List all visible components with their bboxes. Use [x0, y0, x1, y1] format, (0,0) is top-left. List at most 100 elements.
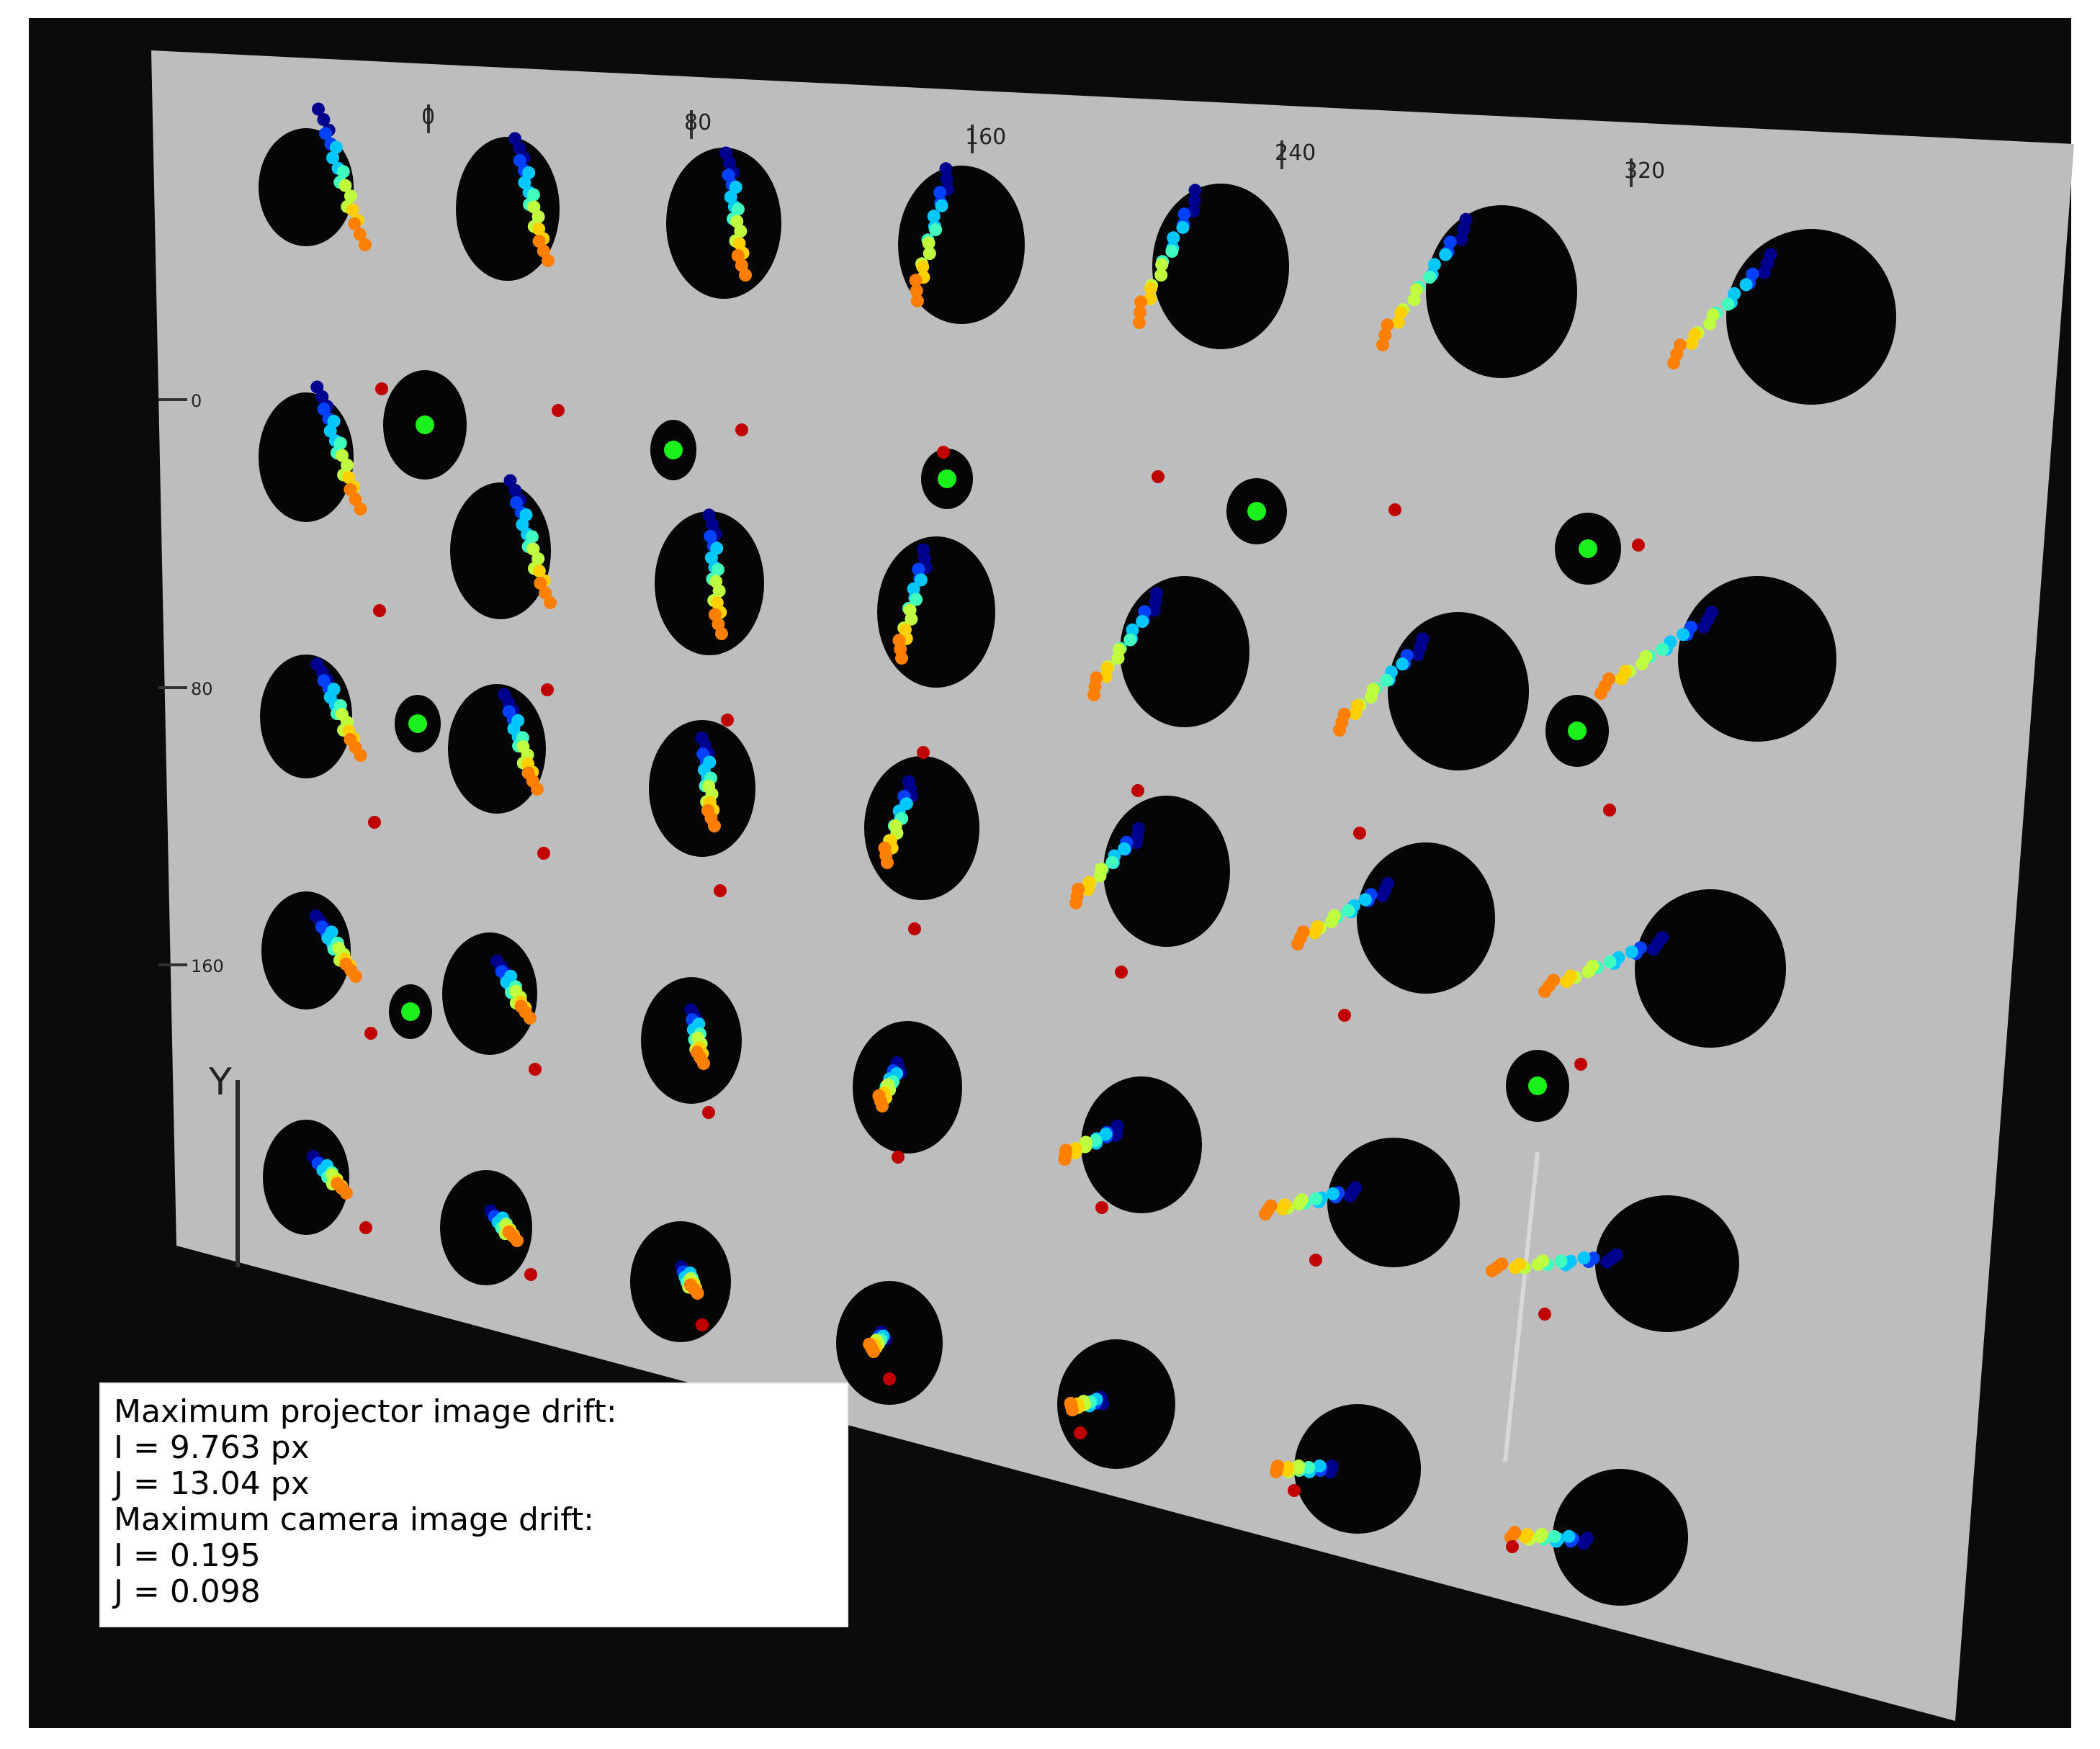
drift-point — [914, 573, 928, 587]
reference-point — [883, 1372, 896, 1385]
drift-point — [1177, 207, 1191, 221]
drift-point — [1167, 231, 1180, 245]
drift-point — [940, 172, 953, 186]
drift-point — [712, 563, 724, 576]
drift-point — [1635, 657, 1648, 671]
reference-point — [1632, 539, 1645, 552]
y-axis-label: Y — [208, 1061, 232, 1104]
drift-point — [1554, 1254, 1568, 1268]
drift-point — [532, 565, 546, 577]
drift-point — [1548, 1530, 1561, 1543]
drift-point — [336, 449, 349, 462]
fiducial-center — [1568, 721, 1587, 740]
drift-point — [511, 1234, 524, 1247]
drift-point — [1427, 258, 1441, 271]
drift-point — [1457, 222, 1471, 236]
x-tick-label: 240 — [1275, 140, 1316, 166]
drift-point — [1577, 1251, 1591, 1264]
drift-point — [342, 471, 356, 484]
reference-point — [1388, 503, 1401, 516]
drift-point — [1439, 248, 1453, 261]
drift-point — [1155, 258, 1169, 271]
fiducial-center — [408, 714, 427, 733]
drift-point — [1533, 1530, 1547, 1544]
drift-point — [1508, 1261, 1522, 1274]
drift-point — [1677, 628, 1690, 642]
drift-point — [1625, 945, 1638, 959]
fiducial-center — [1528, 1076, 1547, 1095]
drift-point — [1275, 1202, 1289, 1215]
fiducial-center — [1247, 502, 1266, 521]
drift-point — [1615, 672, 1628, 685]
reference-point — [552, 404, 565, 417]
drift-point — [734, 225, 748, 238]
drift-point — [1667, 356, 1680, 369]
drift-point — [910, 284, 923, 297]
drift-point — [691, 1287, 704, 1300]
drift-point — [341, 459, 354, 472]
drift-point — [1069, 896, 1082, 909]
drift-point — [1066, 1403, 1079, 1416]
axis-ticks: 0 80 160 240 320 0 80 160 — [158, 104, 1665, 976]
drift-point — [329, 140, 343, 154]
drift-point — [1129, 836, 1143, 850]
drift-point — [1188, 194, 1201, 207]
drift-point — [1176, 220, 1190, 234]
drift-point — [1165, 245, 1179, 258]
drift-point — [715, 627, 728, 640]
target-dot — [1388, 612, 1529, 770]
target-dot — [864, 756, 979, 900]
drift-point — [312, 102, 325, 116]
drift-point — [1423, 271, 1437, 284]
fiducial-center — [1579, 539, 1597, 558]
drift-point — [710, 541, 724, 555]
drift-point — [1455, 233, 1468, 246]
drift-point — [527, 200, 541, 214]
drift-point — [1376, 338, 1389, 351]
drift-point — [1721, 297, 1735, 311]
drift-summary-box: Maximum projector image drift: I = 9.763… — [99, 1382, 848, 1627]
drift-point — [1270, 1465, 1283, 1478]
reference-point — [702, 1106, 715, 1119]
drift-point — [326, 151, 340, 165]
drift-point — [1259, 1208, 1272, 1220]
drift-point — [731, 249, 745, 262]
drift-point — [1443, 235, 1457, 249]
projector-drift-j: J = 13.04 px — [114, 1465, 310, 1502]
projector-drift-heading: Maximum projector image drift: — [114, 1393, 617, 1430]
reference-point — [1115, 966, 1128, 979]
drift-point — [1326, 1187, 1340, 1200]
drift-point — [1697, 620, 1710, 634]
target-dot — [442, 932, 537, 1055]
reference-points — [359, 382, 1645, 1553]
drift-point — [1324, 915, 1338, 929]
camera-drift-i: I = 0.195 — [114, 1537, 261, 1574]
target-dot — [666, 148, 781, 299]
drift-point — [1562, 1529, 1576, 1543]
drift-point — [1376, 889, 1389, 902]
target-dot — [1678, 576, 1836, 742]
drift-point — [513, 142, 526, 155]
drift-point — [1576, 1537, 1590, 1550]
drift-point — [719, 146, 732, 160]
drift-point — [526, 188, 540, 202]
target-dot — [1103, 796, 1230, 947]
reference-point — [541, 683, 554, 696]
drift-point — [1459, 212, 1473, 226]
drift-point — [939, 162, 953, 176]
drift-point — [1685, 336, 1699, 350]
drift-point — [310, 380, 324, 394]
target-dot — [1357, 842, 1495, 994]
drift-point — [1292, 1197, 1306, 1210]
drift-point — [881, 856, 894, 869]
reference-point — [1603, 804, 1616, 817]
x-tick-label: 0 — [421, 104, 435, 130]
drift-point — [739, 269, 752, 282]
reference-point — [735, 423, 748, 436]
drift-point — [333, 436, 347, 450]
target-dot — [1120, 576, 1249, 727]
reference-point — [1353, 827, 1366, 840]
drift-point — [1134, 305, 1147, 319]
drift-point — [1703, 317, 1717, 331]
drift-point — [346, 203, 359, 217]
